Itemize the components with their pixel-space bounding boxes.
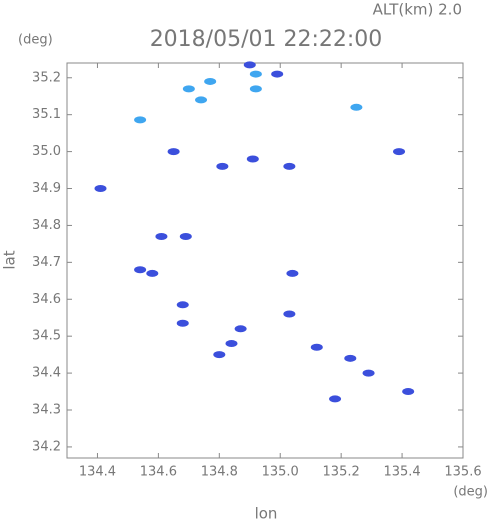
echo xyxy=(329,395,342,403)
echo xyxy=(216,162,229,170)
x-tick-label: 135.6 xyxy=(444,465,481,480)
echo xyxy=(225,340,238,348)
y-tick-label: 34.7 xyxy=(32,255,61,270)
echo xyxy=(204,77,217,85)
echo xyxy=(134,266,147,274)
x-unit: (deg) xyxy=(453,485,488,500)
y-tick-label: 35.1 xyxy=(32,107,61,122)
echo xyxy=(234,325,247,333)
echo xyxy=(134,116,147,124)
altitude-label: ALT(km) 2.0 xyxy=(373,1,462,19)
echo xyxy=(344,354,357,362)
time-label: 2018/05/01 22:22:00 xyxy=(150,27,383,52)
y-tick-label: 34.8 xyxy=(32,218,61,233)
plot-frame xyxy=(66,62,464,459)
echo xyxy=(246,155,259,163)
echo xyxy=(362,369,375,377)
x-axis-label: lon xyxy=(255,505,278,521)
echo xyxy=(393,148,406,156)
y-tick-label: 35.0 xyxy=(32,144,61,159)
echo xyxy=(283,162,296,170)
echo xyxy=(249,70,262,78)
echo xyxy=(271,70,284,78)
echo xyxy=(402,388,415,396)
echo xyxy=(179,233,192,241)
x-tick-label: 135.0 xyxy=(262,465,299,480)
x-tick-label: 135.4 xyxy=(383,465,420,480)
echo xyxy=(146,269,159,277)
y-tick-label: 34.9 xyxy=(32,181,61,196)
echo xyxy=(310,343,323,351)
y-tick-label: 34.6 xyxy=(32,292,61,307)
x-tick-label: 134.6 xyxy=(140,465,177,480)
y-tick-label: 34.2 xyxy=(32,439,61,454)
echo xyxy=(182,85,195,93)
echo xyxy=(195,96,208,104)
echo xyxy=(286,269,299,277)
x-tick-label: 134.4 xyxy=(79,465,116,480)
echo xyxy=(243,61,256,69)
echo xyxy=(249,85,262,93)
echo xyxy=(213,351,226,359)
echo xyxy=(167,148,180,156)
echo xyxy=(176,301,189,309)
echo xyxy=(350,103,363,111)
y-tick-label: 34.4 xyxy=(32,366,61,381)
y-unit: (deg) xyxy=(18,33,53,48)
echo xyxy=(155,233,168,241)
echo xyxy=(176,319,189,327)
y-tick-label: 35.2 xyxy=(32,70,61,85)
x-tick-label: 134.8 xyxy=(201,465,238,480)
y-axis-label: lat xyxy=(1,250,19,269)
y-tick-label: 34.5 xyxy=(32,329,61,344)
y-tick-label: 34.3 xyxy=(32,403,61,418)
x-tick-label: 135.2 xyxy=(323,465,360,480)
echo xyxy=(94,185,107,193)
echo xyxy=(283,310,296,318)
